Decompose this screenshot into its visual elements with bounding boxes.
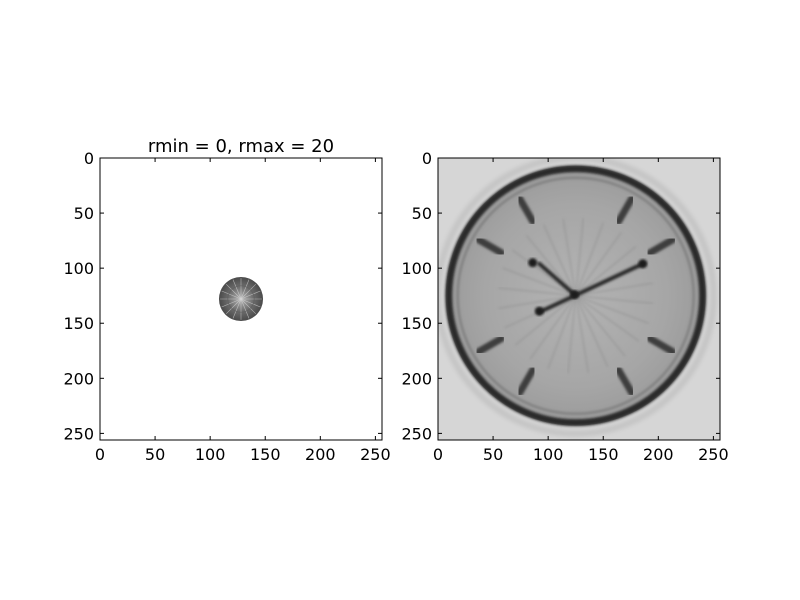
face-texture [542,224,577,297]
x-tick-label: 150 [588,445,619,464]
face-texture [574,222,605,296]
disk-ray [225,283,242,300]
disk-ray [240,298,257,315]
y-tick-label: 0 [84,149,94,168]
x-tick-label: 200 [305,445,336,464]
face-texture [529,295,577,360]
x-tick-label: 200 [643,445,674,464]
y-tick-label: 250 [63,424,94,443]
hour-marker [615,195,636,225]
face-texture [575,295,640,342]
y-tick-label: 200 [401,369,432,388]
y-tick-label: 150 [401,314,432,333]
y-tick-label: 100 [63,259,94,278]
clock-inner-rim [456,176,695,415]
face-texture [575,295,626,357]
disk-ray [232,279,242,300]
face-texture [575,231,622,297]
y-tick-label: 250 [401,424,432,443]
halo-ring [438,158,717,437]
right-image [438,158,720,440]
disk-ray [221,290,242,300]
hand-knob [638,259,648,269]
face-texture [525,234,577,297]
left-axes-frame [99,157,383,441]
disk-ray [221,298,242,308]
face-texture [562,218,577,296]
hour-marker [475,335,505,356]
hour-marker [516,195,537,225]
hour-hand [537,261,577,297]
x-tick-label: 250 [698,445,729,464]
disk-ray [225,298,242,315]
disk-ray [240,290,261,300]
x-tick-label: 100 [195,445,226,464]
disk-ring [227,285,255,313]
face-texture [567,295,577,374]
face-texture [498,294,576,309]
face-texture [498,287,576,297]
y-tick-label: 50 [412,204,432,223]
left-image [218,276,264,322]
y-tick-label: 50 [74,204,94,223]
disk-ray [240,298,261,308]
disk-ray [240,279,250,300]
disk-ray [240,283,257,300]
hour-marker [646,236,677,257]
clock-rim [445,165,707,427]
x-tick-label: 50 [145,445,165,464]
x-tick-label: 0 [433,445,443,464]
disk-ray [240,298,250,319]
face-texture [575,245,637,297]
hour-marker [646,335,677,356]
x-tick-label: 250 [360,445,391,464]
hour-marker [475,236,505,257]
left-subplot: rmin = 0, rmax = 20 0 50 100 150 200 25005010… [63,136,390,464]
y-tick-label: 200 [63,369,94,388]
right-axes-frame [437,157,721,441]
x-tick-label: 100 [533,445,564,464]
face-texture [502,267,576,297]
face-texture [575,294,654,305]
hour-marker [615,366,636,397]
disk-ray [232,298,242,319]
face-texture [547,295,577,369]
hand-knob [528,258,538,268]
face-texture [574,218,585,296]
hand-knob [534,306,544,316]
face-texture [575,282,653,297]
face-texture [574,295,589,373]
hour-marker [516,366,537,397]
x-tick-label: 50 [483,445,503,464]
hand-knob [570,290,580,300]
face-texture [575,294,649,325]
x-tick-label: 0 [95,445,105,464]
y-tick-label: 150 [63,314,94,333]
face-texture [514,295,577,346]
face-texture [575,295,609,368]
minute-hand [537,261,645,315]
y-tick-label: 100 [401,259,432,278]
left-title: rmin = 0, rmax = 20 [148,136,334,157]
y-tick-label: 0 [422,149,432,168]
x-tick-label: 150 [250,445,281,464]
